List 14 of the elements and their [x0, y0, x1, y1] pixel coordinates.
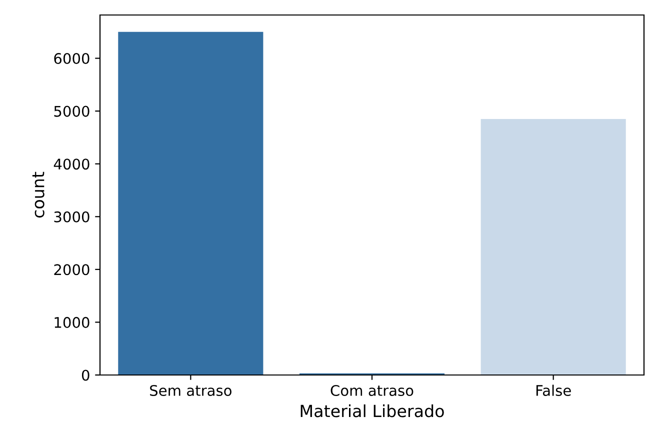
- y-tick-label: 2000: [54, 264, 90, 276]
- y-axis-title: count: [32, 172, 44, 218]
- y-tick-label: 5000: [54, 106, 90, 117]
- y-tick-label: 1000: [54, 316, 90, 328]
- x-tick-label: Com atraso: [330, 384, 414, 396]
- y-tick-label: 4000: [54, 158, 90, 170]
- x-tick-label: Sem atraso: [150, 384, 232, 396]
- bar: [480, 118, 626, 375]
- x-tick-label: False: [536, 384, 571, 396]
- y-tick-label: 3000: [54, 211, 90, 222]
- x-axis-title: Material Liberado: [300, 404, 444, 418]
- bar: [118, 32, 264, 375]
- y-tick-label: 6000: [54, 53, 90, 64]
- y-tick-label: 0: [82, 370, 90, 381]
